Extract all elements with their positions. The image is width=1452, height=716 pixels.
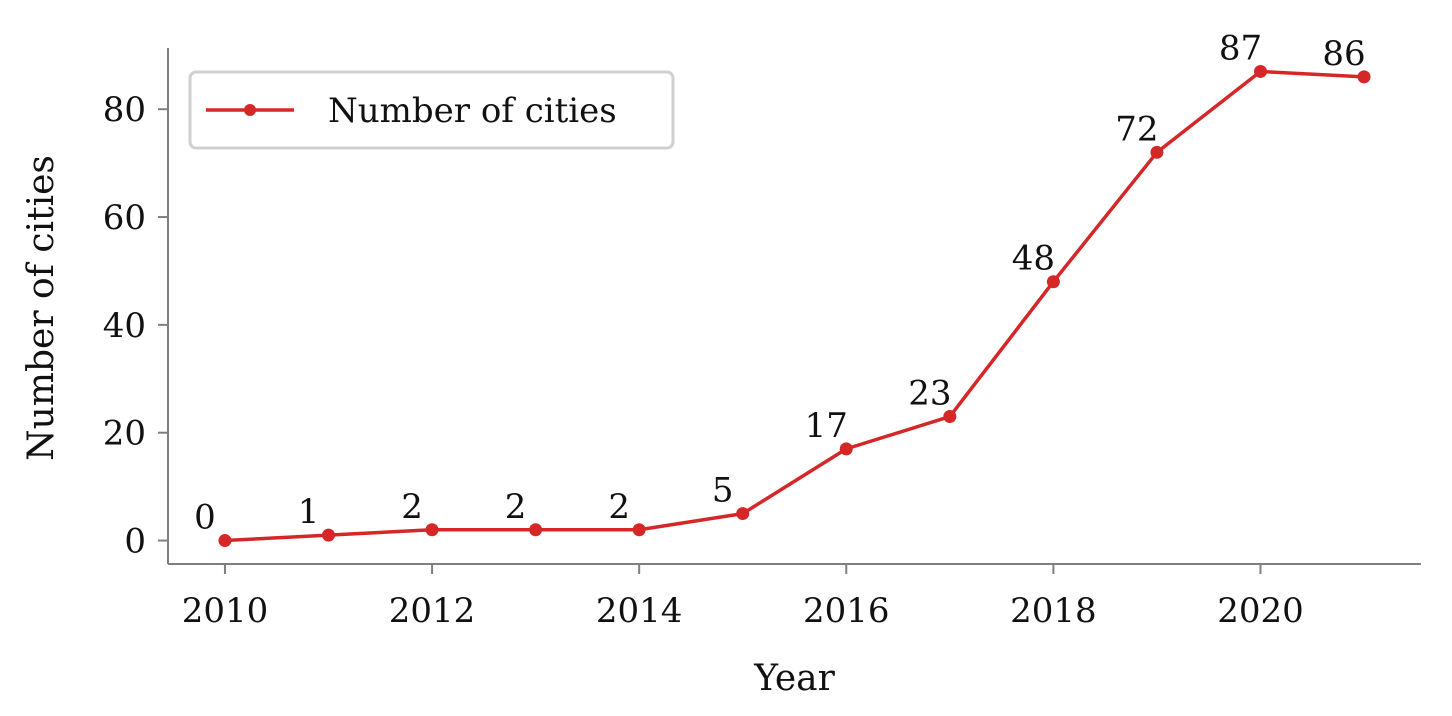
data-label: 1 [298,492,320,532]
y-tick-label: 60 [103,198,146,238]
data-label: 86 [1322,34,1365,74]
data-point [529,523,543,537]
data-point [322,528,336,542]
y-tick-label: 40 [103,306,146,346]
y-axis-title: Number of cities [21,155,62,461]
data-point [425,523,439,537]
series-layer [218,64,1371,548]
legend-box [188,70,675,150]
x-axis-ticks: 2010 2012 2014 2016 2018 2020 [182,564,1304,631]
series-line [224,69,1365,543]
y-tick-label: 0 [124,522,146,562]
legend: Number of cities [188,70,675,150]
data-point [218,534,232,548]
data-label: 48 [1012,239,1055,279]
data-label: 0 [194,498,216,538]
y-tick-label: 80 [103,90,146,130]
data-point [632,523,646,537]
x-axis-title: Year [753,658,835,699]
data-point [839,442,853,456]
data-label: 2 [608,487,630,527]
data-point [1253,64,1267,78]
data-point [1046,275,1060,289]
data-point [1150,145,1164,159]
y-axis-ticks: 0 20 40 60 80 [103,90,168,562]
legend-label: Number of cities [328,91,617,131]
x-tick-label: 2018 [1010,591,1097,631]
data-label: 5 [712,471,734,511]
data-label-layer: 0 1 2 2 2 5 17 23 48 72 87 86 [194,28,1366,537]
data-label: 17 [805,406,848,446]
data-label: 72 [1115,109,1158,149]
x-tick-label: 2012 [389,591,476,631]
data-label: 23 [908,374,951,414]
x-tick-label: 2010 [182,591,269,631]
data-point [736,507,750,521]
data-point [1357,70,1371,84]
data-label: 2 [505,487,527,527]
legend-marker [244,104,256,116]
data-label: 2 [401,487,423,527]
data-label: 87 [1219,28,1262,68]
x-tick-label: 2020 [1217,591,1304,631]
y-tick-label: 20 [103,414,146,454]
x-tick-label: 2014 [596,591,683,631]
axis-spines [167,48,1421,565]
x-tick-label: 2016 [803,591,890,631]
data-point [943,410,957,424]
